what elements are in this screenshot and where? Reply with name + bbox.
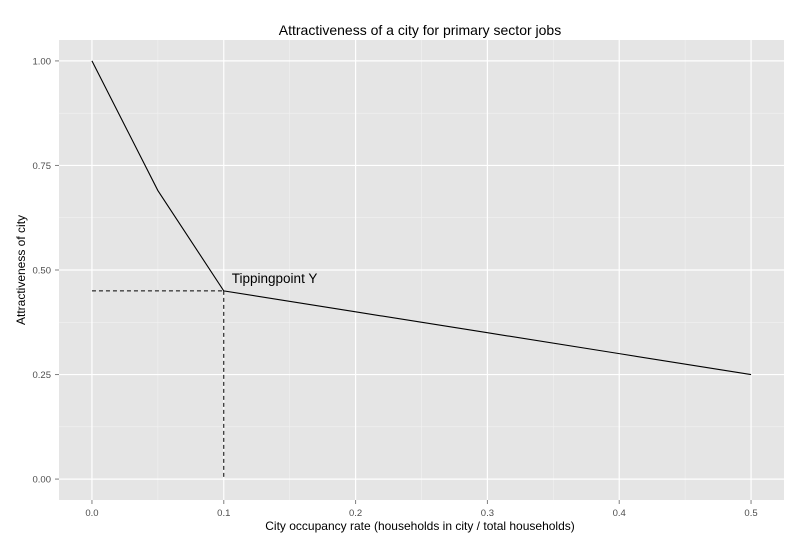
y-tick-label: 0.00 [33, 475, 52, 486]
x-axis-ticks: 0.0 0.1 0.2 0.3 0.4 0.5 [85, 500, 758, 519]
major-gridlines [59, 40, 784, 500]
x-tick-label: 0.1 [217, 508, 230, 519]
y-axis-label: Attractiveness of city [14, 215, 28, 325]
x-tick-label: 0.3 [481, 508, 494, 519]
chart-title: Attractiveness of a city for primary sec… [279, 22, 561, 38]
y-tick-label: 0.75 [33, 161, 52, 172]
series-layer [91, 60, 752, 376]
y-tick-label: 0.25 [33, 370, 52, 381]
reference-lines [91, 290, 225, 480]
y-tick-label: 1.00 [33, 56, 52, 67]
x-tick-label: 0.4 [613, 508, 626, 519]
y-tick-label: 0.50 [33, 266, 52, 277]
x-tick-label: 0.2 [349, 508, 362, 519]
x-axis-label: City occupancy rate (households in city … [265, 519, 575, 533]
x-tick-label: 0.5 [744, 508, 757, 519]
annotation-label: Tippingpoint Y [232, 271, 318, 286]
y-axis-ticks: 0.00 0.25 0.50 0.75 1.00 [33, 56, 59, 486]
series-line [91, 60, 752, 376]
annotations: Tippingpoint Y [232, 271, 318, 286]
x-tick-label: 0.0 [85, 508, 98, 519]
